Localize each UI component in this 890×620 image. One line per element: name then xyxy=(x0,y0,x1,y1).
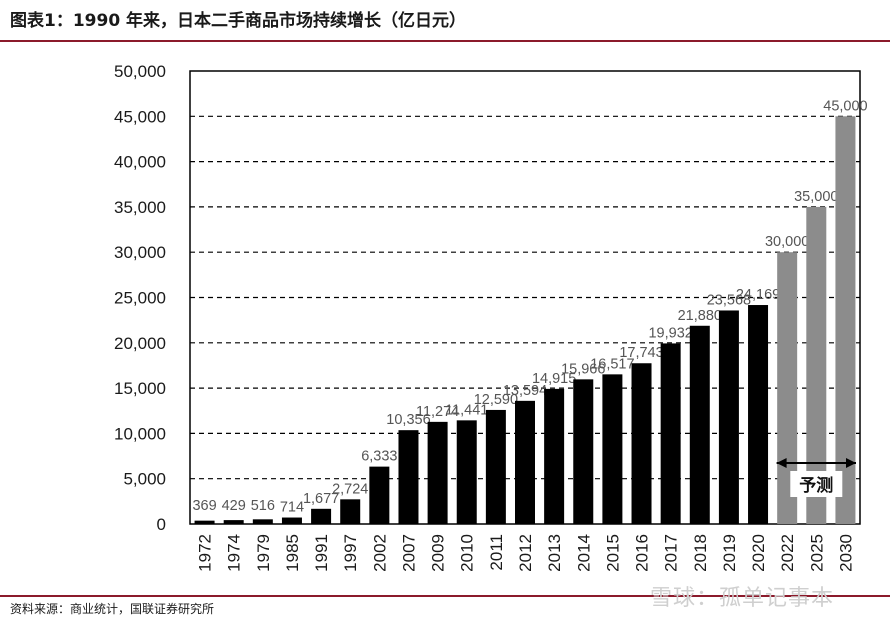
data-label: 714 xyxy=(280,500,304,516)
y-tick-label: 5,000 xyxy=(123,470,166,489)
y-tick-label: 15,000 xyxy=(114,379,166,398)
data-label: 45,000 xyxy=(823,98,867,114)
bar xyxy=(340,499,361,524)
data-label: 35,000 xyxy=(794,189,838,205)
bar xyxy=(223,520,244,524)
x-tick-label: 2015 xyxy=(603,534,622,572)
data-label: 516 xyxy=(251,498,275,514)
data-label: 13,594 xyxy=(503,383,547,399)
figure-title: 图表1：1990 年来，日本二手商品市场持续增长（亿日元） xyxy=(10,11,467,31)
data-label: 12,590 xyxy=(474,392,518,408)
bar xyxy=(485,409,506,524)
data-label: 6,333 xyxy=(361,449,397,465)
x-tick-label: 2016 xyxy=(633,534,652,572)
forecast-label: 予测 xyxy=(799,475,833,496)
y-tick-label: 30,000 xyxy=(114,243,166,262)
x-tick-label: 1985 xyxy=(283,534,302,572)
data-label: 1,677 xyxy=(303,491,339,507)
forecast-arrow-right xyxy=(846,458,856,468)
y-tick-label: 35,000 xyxy=(114,198,166,217)
bar xyxy=(427,421,448,524)
data-label: 23,568 xyxy=(707,292,751,308)
data-label: 17,743 xyxy=(619,345,663,361)
x-tick-label: 2012 xyxy=(516,534,535,572)
bar xyxy=(602,374,623,524)
y-tick-label: 45,000 xyxy=(114,107,166,126)
data-label: 15,966 xyxy=(561,361,605,377)
x-tick-label: 2014 xyxy=(574,534,593,572)
watermark-text: 雪球：孤单记事本 xyxy=(650,586,835,611)
source-note: 资料来源：商业统计，国联证券研究所 xyxy=(10,602,215,616)
y-tick-label: 10,000 xyxy=(114,424,166,443)
data-label: 369 xyxy=(192,498,216,514)
bar xyxy=(515,400,535,524)
x-tick-label: 2018 xyxy=(691,534,710,572)
x-tick-label: 1972 xyxy=(196,534,215,572)
x-tick-label: 2020 xyxy=(749,534,768,572)
x-tick-label: 1974 xyxy=(225,534,244,572)
x-tick-label: 1991 xyxy=(312,534,331,572)
x-tick-label: 2011 xyxy=(487,534,506,571)
x-tick-label: 2022 xyxy=(778,534,797,572)
forecast-arrow-left xyxy=(776,458,787,468)
data-label: 10,356 xyxy=(386,412,430,428)
data-label: 21,880 xyxy=(678,308,722,324)
x-tick-label: 2030 xyxy=(836,534,855,572)
data-label: 11,274 xyxy=(416,404,459,420)
y-tick-label: 20,000 xyxy=(114,334,166,353)
x-tick-label: 2009 xyxy=(429,534,448,572)
bar xyxy=(660,343,681,524)
bar xyxy=(544,388,565,524)
data-label: 30,000 xyxy=(765,234,809,250)
bar xyxy=(718,310,739,524)
y-tick-label: 50,000 xyxy=(114,62,166,81)
bar xyxy=(631,363,652,524)
x-tick-label: 2010 xyxy=(458,534,477,572)
bar xyxy=(777,252,798,524)
bar xyxy=(573,379,594,524)
x-tick-label: 2025 xyxy=(807,534,826,572)
x-tick-label: 2007 xyxy=(399,534,418,572)
bar-chart: 0 5,000 10,000 15,000 20,000 25,000 30,000 35,0… xyxy=(114,62,868,572)
x-tick-label: 2002 xyxy=(370,534,389,572)
x-tick-label: 2019 xyxy=(720,534,739,572)
x-tick-label: 2017 xyxy=(662,534,681,572)
y-tick-label: 25,000 xyxy=(114,289,166,308)
bar xyxy=(456,420,477,524)
title-rule xyxy=(0,40,890,42)
data-label: 14,915 xyxy=(532,371,576,387)
source-rule xyxy=(0,595,890,597)
data-label: 16,517 xyxy=(590,356,634,372)
bar xyxy=(398,430,419,524)
forecast-label-box xyxy=(790,471,843,497)
x-tick-label: 1979 xyxy=(254,534,273,572)
data-label: 11,441 xyxy=(445,402,488,418)
bar xyxy=(835,116,856,525)
bar xyxy=(311,508,332,524)
data-label: 19,932 xyxy=(648,325,692,341)
data-label: 24,169 xyxy=(736,287,780,303)
bar xyxy=(806,206,827,524)
bar xyxy=(194,520,215,524)
data-label: 2,724 xyxy=(332,481,368,497)
bar xyxy=(748,305,769,524)
x-tick-label: 1997 xyxy=(341,534,360,572)
bar xyxy=(281,517,302,524)
y-tick-label: 0 xyxy=(157,515,166,534)
data-label: 429 xyxy=(222,498,246,514)
y-tick-label: 40,000 xyxy=(114,153,166,172)
bar xyxy=(689,325,710,524)
bar xyxy=(252,519,273,524)
x-tick-label: 2013 xyxy=(545,534,564,572)
bar xyxy=(369,466,390,524)
